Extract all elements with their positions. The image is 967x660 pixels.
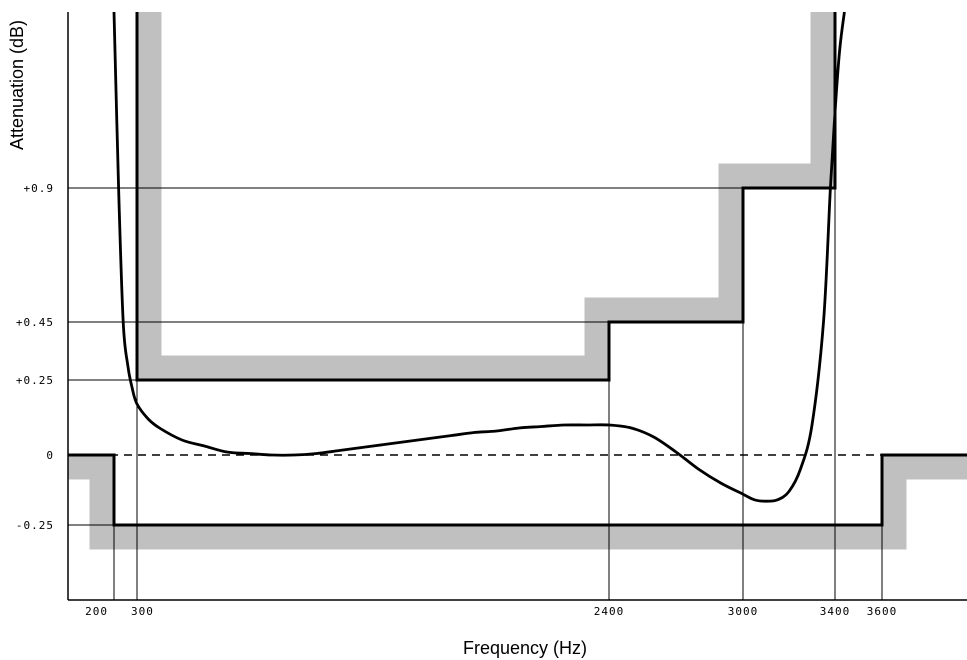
upper-limit-mask [135,12,837,382]
response-curve-group [112,11,846,503]
y-tick-label: -0.25 [16,519,54,532]
reference-lines [68,187,967,600]
y-tick-label: +0.25 [16,374,54,387]
x-tick-label: 3600 [867,605,898,618]
upper-tolerance-shade [138,12,834,379]
lower-tolerance-shade [68,456,967,550]
x-tick-label: 3000 [728,605,759,618]
axes [67,12,967,601]
x-tick-label: 300 [131,605,154,618]
x-tick-label: 2400 [594,605,625,618]
x-tick-label: 200 [85,605,108,618]
y-axis-title: Attenuation (dB) [7,20,27,150]
x-axis-title: Frequency (Hz) [463,638,587,658]
x-tick-labels: 200 300 2400 3000 3400 3600 [85,605,898,618]
y-tick-label: 0 [46,449,54,462]
tolerance-masks [68,12,967,527]
x-tick-label: 3400 [820,605,851,618]
lower-limit-mask [68,453,967,527]
y-tick-label: +0.9 [24,182,55,195]
response-curve [112,11,846,503]
y-tick-label: +0.45 [16,316,54,329]
y-tick-labels: +0.9 +0.45 +0.25 0 -0.25 [16,182,55,532]
tolerance-shading [68,12,967,550]
